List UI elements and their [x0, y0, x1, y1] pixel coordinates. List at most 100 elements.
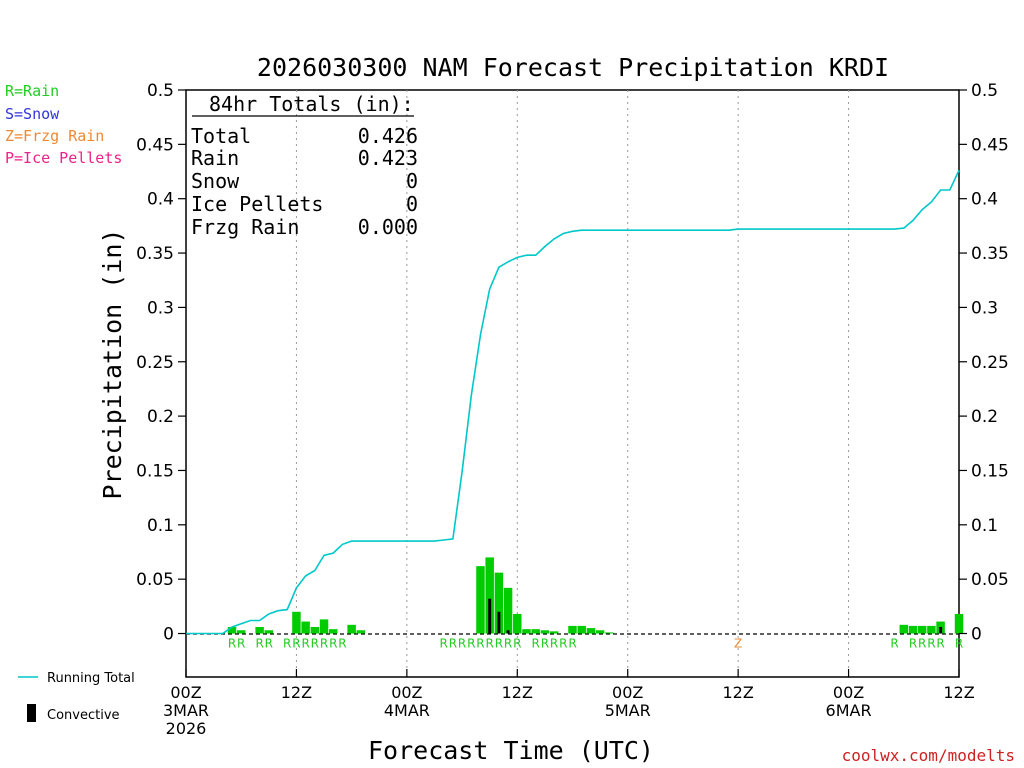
- y-tick-label-right: 0.35: [971, 244, 1009, 264]
- y-axis-label: Precipitation (in): [98, 229, 127, 500]
- y-tick-label-right: 0.1: [971, 516, 998, 536]
- totals-label-rain: Rain: [191, 146, 239, 170]
- ptype-label: R: [329, 637, 337, 651]
- totals-label-ice-pellets: Ice Pellets: [191, 192, 323, 216]
- x-tick-label: 2026: [166, 719, 207, 738]
- totals-value-rain: 0.423: [358, 146, 418, 170]
- y-axis-right: 0 0.05 0.1 0.15 0.2 0.25 0.3 0.35 0.4 0.45 0.5: [959, 81, 1009, 645]
- x-tick-label: 00Z: [612, 683, 643, 702]
- ptype-legend: R=Rain S=Snow Z=Frzg Rain P=Ice Pellets: [5, 82, 122, 167]
- precip-bar: [954, 613, 964, 634]
- convective-bar: [939, 626, 943, 634]
- legend-frzg-rain: Z=Frzg Rain: [5, 127, 104, 145]
- y-tick-label-right: 0.45: [971, 135, 1009, 155]
- ptype-label: R: [449, 637, 457, 651]
- precip-bar: [908, 625, 918, 634]
- y-tick-label-left: 0.5: [147, 81, 174, 101]
- convective-bar: [506, 630, 510, 634]
- ptype-label: R: [513, 637, 521, 651]
- totals-label-frzg-rain: Frzg Rain: [191, 215, 299, 239]
- ptype-label: R: [237, 637, 245, 651]
- precip-bar: [522, 629, 531, 634]
- ptype-label: R: [909, 637, 917, 651]
- ptype-label: R: [936, 637, 944, 651]
- convective-bar: [488, 598, 492, 634]
- y-tick-label-right: 0.5: [971, 81, 998, 101]
- ptype-label: R: [301, 637, 309, 651]
- precip-bar: [586, 628, 596, 634]
- ptype-label: R: [476, 637, 484, 651]
- precip-bar: [485, 557, 494, 634]
- precip-bar: [595, 630, 605, 634]
- ptype-label: R: [550, 637, 558, 651]
- convective-legend-swatch: [27, 704, 36, 722]
- ptype-label: R: [338, 637, 346, 651]
- x-tick-label: 12Z: [722, 683, 753, 702]
- ptype-label: R: [439, 637, 447, 651]
- x-axis-label: Forecast Time (UTC): [368, 736, 654, 765]
- bars: [227, 557, 964, 634]
- ptype-label: R: [458, 637, 466, 651]
- credit-text: coolwx.com/modelts: [842, 746, 1015, 765]
- ptype-label: R: [568, 637, 576, 651]
- y-tick-label-right: 0.3: [971, 298, 998, 318]
- ptype-label: R: [228, 637, 236, 651]
- x-tick-label: 12Z: [502, 683, 533, 702]
- y-tick-label-left: 0.4: [147, 190, 174, 210]
- precip-bar: [292, 611, 301, 634]
- precip-bar: [531, 629, 540, 634]
- totals-value-frzg-rain: 0.000: [358, 215, 418, 239]
- y-tick-label-left: 0.25: [136, 353, 174, 373]
- y-tick-label-left: 0.05: [136, 570, 174, 590]
- x-tick-label: 00Z: [170, 683, 201, 702]
- grid-lines: [295, 90, 850, 677]
- ptype-label: R: [559, 637, 567, 651]
- y-tick-label-left: 0.1: [147, 516, 174, 536]
- ptype-label: R: [255, 637, 263, 651]
- totals-heading: 84hr Totals (in):: [209, 92, 414, 116]
- bottom-legend: Running Total Convective: [18, 671, 135, 723]
- running-total-line: [186, 170, 960, 635]
- x-tick-label: 00Z: [391, 683, 422, 702]
- precip-bar: [899, 624, 909, 634]
- precip-bar: [503, 587, 513, 634]
- y-tick-label-left: 0.3: [147, 298, 174, 318]
- precip-bar: [494, 572, 504, 634]
- running-total-legend-label: Running Total: [47, 671, 135, 686]
- y-tick-label-left: 0.15: [136, 461, 174, 481]
- ptype-label: R: [292, 637, 300, 651]
- precip-bar: [236, 630, 246, 634]
- y-tick-label-left: 0.2: [147, 407, 174, 427]
- totals-label-total: Total: [191, 124, 251, 148]
- ptype-label: R: [486, 637, 494, 651]
- precip-bar: [264, 630, 274, 634]
- y-tick-label-right: 0.4: [971, 190, 998, 210]
- ptype-label: R: [955, 637, 963, 651]
- chart-title: 2026030300 NAM Forecast Precipitation KR…: [257, 53, 889, 82]
- ptype-label: R: [311, 637, 319, 651]
- ptype-label: R: [504, 637, 512, 651]
- y-axis-left: 0 0.05 0.1 0.15 0.2 0.25 0.3 0.35 0.4 0.45 0.5: [136, 81, 186, 645]
- ptype-label: R: [890, 637, 898, 651]
- totals-label-snow: Snow: [191, 169, 240, 193]
- ptype-label: R: [265, 637, 273, 651]
- x-tick-label: 6MAR: [826, 701, 872, 720]
- precip-bar: [540, 630, 550, 634]
- legend-snow: S=Snow: [5, 105, 60, 123]
- legend-rain: R=Rain: [5, 82, 59, 100]
- x-tick-label: 3MAR: [163, 701, 209, 720]
- ptype-label: R: [467, 637, 475, 651]
- precip-bar: [568, 625, 577, 634]
- y-tick-label-left: 0.35: [136, 244, 174, 264]
- x-tick-label: 4MAR: [384, 701, 430, 720]
- precip-bar: [301, 621, 310, 634]
- totals-box: 84hr Totals (in): Total 0.426 Rain 0.423…: [191, 92, 418, 239]
- legend-ice-pellets: P=Ice Pellets: [5, 149, 122, 167]
- precip-bar: [549, 631, 559, 634]
- precip-bar: [476, 566, 485, 634]
- ptype-label: R: [541, 637, 549, 651]
- ptype-label: R: [927, 637, 935, 651]
- precip-bar: [577, 625, 586, 634]
